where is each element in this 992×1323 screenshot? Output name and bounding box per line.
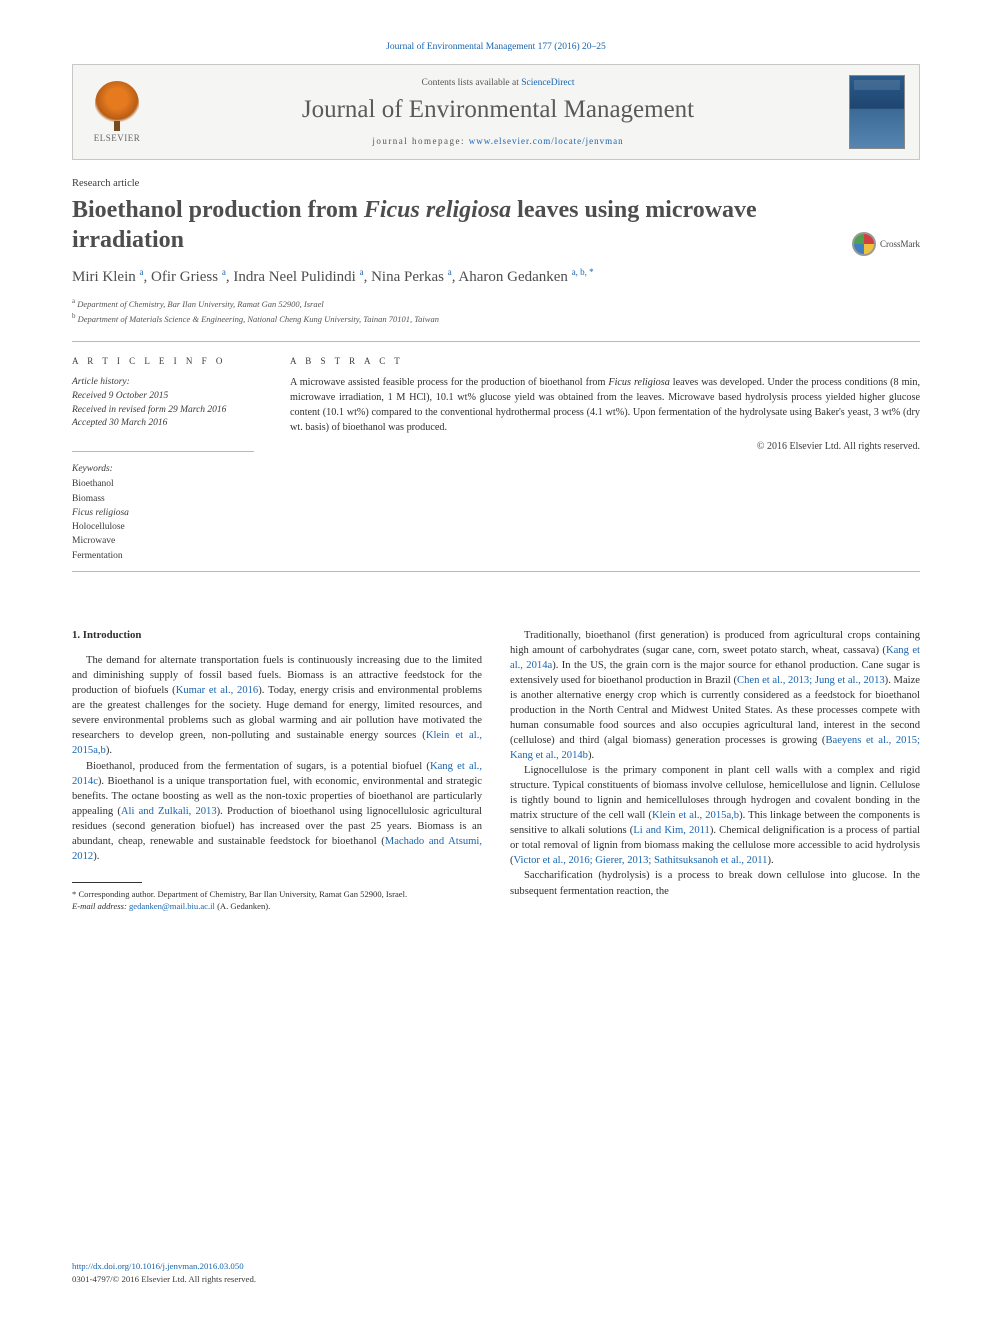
keywords-block: Keywords: BioethanolBiomassFicus religio… [72,462,254,563]
homepage-link[interactable]: www.elsevier.com/locate/jenvman [469,136,624,146]
rule-2 [72,571,920,572]
title-italic: Ficus religiosa [364,197,511,223]
history-revised: Received in revised form 29 March 2016 [72,405,226,415]
affiliations: a Department of Chemistry, Bar Ilan Univ… [72,296,920,325]
abstract-text: A microwave assisted feasible process fo… [290,376,920,435]
doi-link[interactable]: http://dx.doi.org/10.1016/j.jenvman.2016… [72,1261,244,1271]
col1-content: The demand for alternate transportation … [72,653,482,863]
keywords-label: Keywords: [72,462,254,476]
abstract-copyright: © 2016 Elsevier Ltd. All rights reserved… [290,441,920,452]
journal-header: ELSEVIER Contents lists available at Sci… [72,64,920,160]
col2-content: Traditionally, bioethanol (first generat… [510,628,920,899]
section-heading-1: 1. Introduction [72,628,482,643]
article-history: Article history: Received 9 October 2015… [72,376,254,431]
history-accepted: Accepted 30 March 2016 [72,418,167,428]
issn-copyright: 0301-4797/© 2016 Elsevier Ltd. All right… [72,1274,256,1284]
email-line: E-mail address: gedanken@mail.biu.ac.il … [72,900,482,912]
article-type: Research article [72,178,920,189]
top-citation: Journal of Environmental Management 177 … [72,42,920,52]
footnotes: * Corresponding author. Department of Ch… [72,888,482,912]
homepage-prefix: journal homepage: [372,136,468,146]
rule-1 [72,341,920,342]
elsevier-logo: ELSEVIER [87,77,147,147]
history-received: Received 9 October 2015 [72,391,168,401]
column-left: 1. Introduction The demand for alternate… [72,628,482,912]
keywords-list: BioethanolBiomassFicus religiosaHolocell… [72,477,254,563]
article-info-label: A R T I C L E I N F O [72,356,254,366]
sciencedirect-link[interactable]: ScienceDirect [521,78,574,88]
journal-cover-thumbnail [849,75,905,149]
contents-prefix: Contents lists available at [421,78,521,88]
crossmark-widget[interactable]: CrossMark [852,232,920,256]
history-label: Article history: [72,377,130,387]
journal-name: Journal of Environmental Management [161,96,835,124]
email-attribution: (A. Gedanken). [215,901,270,911]
title-part-1: Bioethanol production from [72,197,364,223]
crossmark-label: CrossMark [880,239,920,249]
info-abstract-row: A R T I C L E I N F O Article history: R… [72,356,920,563]
column-right: Traditionally, bioethanol (first generat… [510,628,920,912]
corresponding-author: * Corresponding author. Department of Ch… [72,888,482,900]
corresponding-email-link[interactable]: gedanken@mail.biu.ac.il [129,901,215,911]
rule-kw [72,451,254,452]
email-label: E-mail address: [72,901,129,911]
authors-line: Miri Klein a, Ofir Griess a, Indra Neel … [72,267,920,286]
publisher-name: ELSEVIER [94,133,141,143]
footnote-separator [72,882,142,883]
crossmark-icon [852,232,876,256]
contents-line: Contents lists available at ScienceDirec… [161,78,835,88]
page-footer: http://dx.doi.org/10.1016/j.jenvman.2016… [72,1260,256,1285]
elsevier-tree-icon [95,81,139,125]
body-columns: 1. Introduction The demand for alternate… [72,628,920,912]
abstract-label: A B S T R A C T [290,356,920,366]
article-title: Bioethanol production from Ficus religio… [72,195,812,255]
homepage-line: journal homepage: www.elsevier.com/locat… [161,136,835,146]
